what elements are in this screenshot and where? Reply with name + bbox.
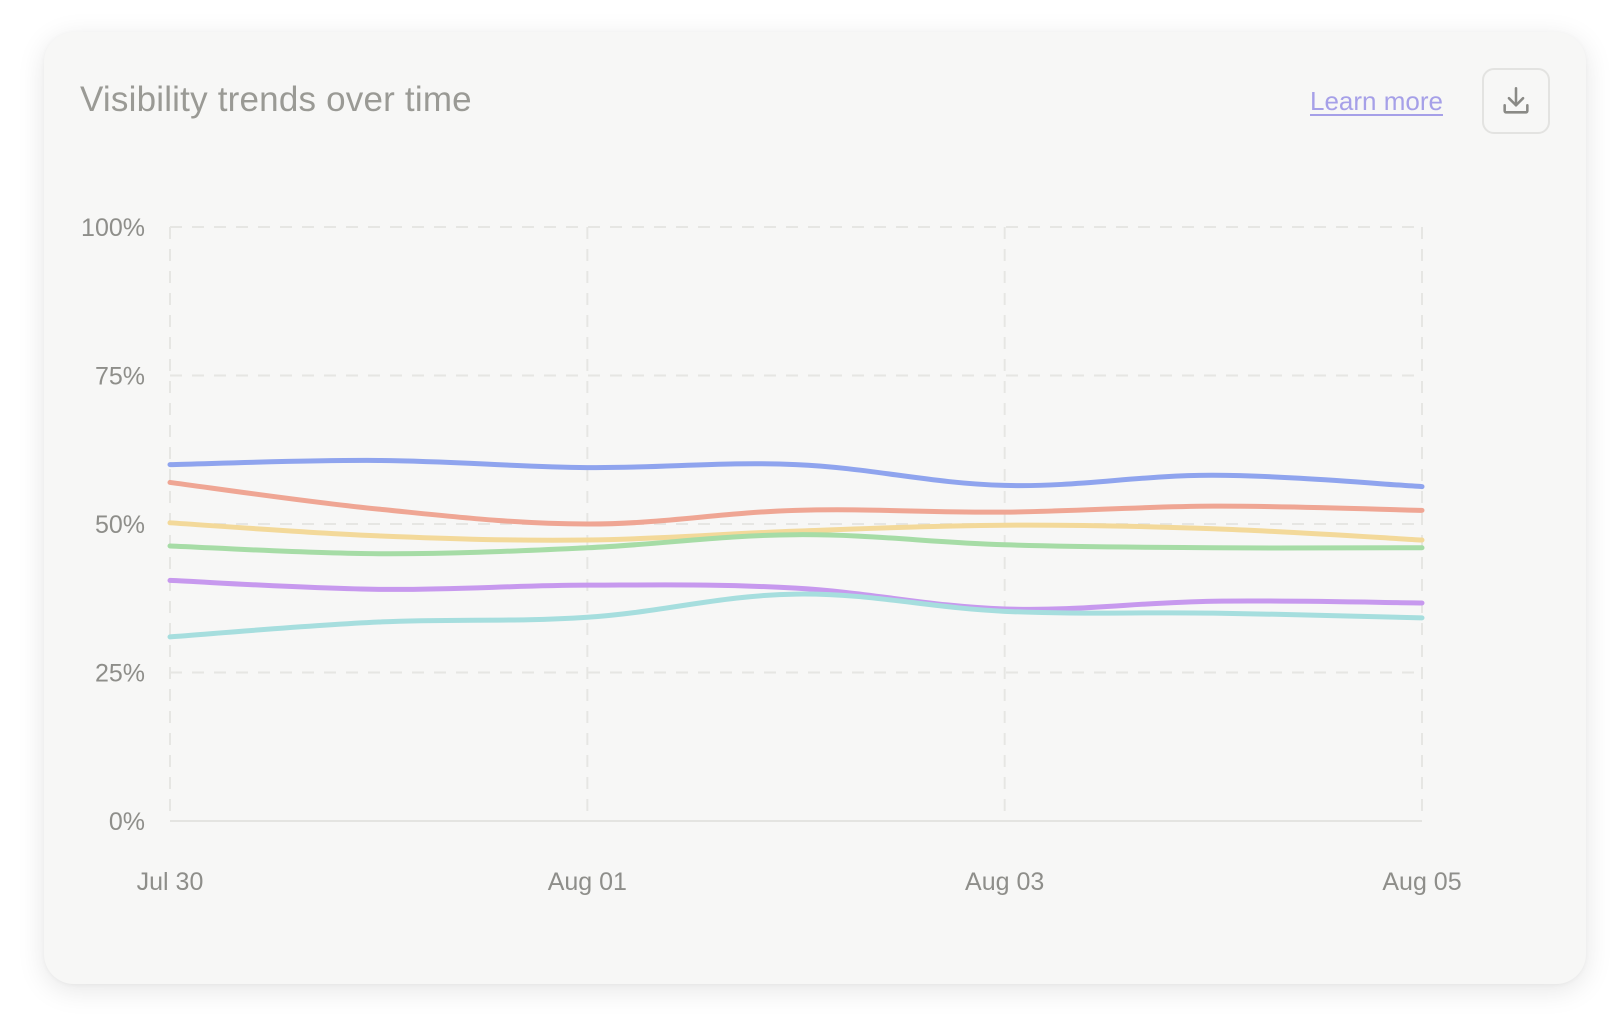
line-chart: 0% 25% 50% 75% 100% Jul 30 Aug 01 Aug 03 Aug 05 xyxy=(81,214,1462,896)
download-button[interactable] xyxy=(1482,68,1550,134)
grid xyxy=(169,226,1423,822)
x-tick-label: Aug 01 xyxy=(548,868,627,896)
y-tick-label: 75% xyxy=(95,363,145,391)
series-line-5 xyxy=(167,577,1425,612)
x-axis: Jul 30 Aug 01 Aug 03 Aug 05 xyxy=(137,868,1462,896)
y-tick-label: 25% xyxy=(95,660,145,688)
series-group xyxy=(167,457,1425,640)
series-line-1 xyxy=(167,457,1425,490)
y-tick-label: 0% xyxy=(109,808,145,836)
learn-more-link[interactable]: Learn more xyxy=(1310,86,1443,116)
y-tick-label: 50% xyxy=(95,511,145,539)
x-tick-label: Aug 03 xyxy=(965,868,1044,896)
series-line-4 xyxy=(167,532,1425,557)
y-axis: 0% 25% 50% 75% 100% xyxy=(81,214,145,836)
series-line-6 xyxy=(167,591,1425,640)
download-icon xyxy=(1503,86,1529,114)
series-line-3 xyxy=(167,520,1425,543)
y-tick-label: 100% xyxy=(81,214,145,242)
x-tick-label: Jul 30 xyxy=(137,868,204,896)
x-tick-label: Aug 05 xyxy=(1382,868,1461,896)
series-line-2 xyxy=(167,479,1425,527)
chart-card: Visibility trends over time Learn more 0… xyxy=(44,32,1586,984)
chart-title: Visibility trends over time xyxy=(80,80,472,119)
